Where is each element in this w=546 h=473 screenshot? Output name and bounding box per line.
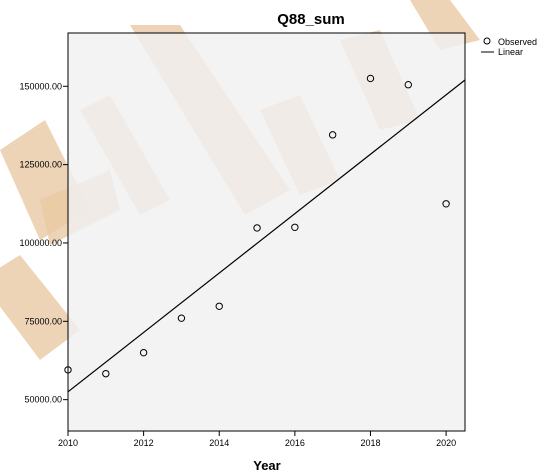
x-tick-label: 2018 bbox=[360, 438, 380, 448]
observed-point bbox=[442, 200, 450, 208]
x-tick-label: 2020 bbox=[436, 438, 456, 448]
series-layer bbox=[64, 74, 466, 393]
plot-area bbox=[67, 32, 466, 432]
y-tick-label: 50000.00 bbox=[24, 395, 62, 405]
x-tick-label: 2010 bbox=[58, 438, 78, 448]
legend-linear-label: Linear bbox=[498, 47, 523, 57]
observed-point bbox=[139, 348, 148, 357]
observed-point bbox=[177, 314, 186, 322]
observed-point bbox=[366, 74, 375, 83]
legend: Observed Linear bbox=[481, 37, 537, 57]
legend-observed-marker bbox=[483, 37, 491, 45]
observed-point bbox=[328, 131, 337, 139]
x-tick-label: 2012 bbox=[134, 438, 154, 448]
linear-fit-line bbox=[67, 79, 466, 393]
y-tick-label: 100000.00 bbox=[19, 238, 62, 248]
y-tick-label: 150000.00 bbox=[19, 81, 62, 91]
x-axis: 2010 2012 2014 2016 2018 2020 bbox=[58, 431, 456, 448]
observed-point bbox=[404, 81, 412, 89]
x-axis-title: Year bbox=[253, 458, 280, 473]
legend-observed-label: Observed bbox=[498, 37, 537, 47]
x-tick-label: 2016 bbox=[285, 438, 305, 448]
y-axis: 50000.00 75000.00 100000.00 125000.00 150000… bbox=[19, 81, 68, 405]
observed-point bbox=[64, 366, 72, 374]
x-tick-label: 2014 bbox=[209, 438, 229, 448]
observed-point bbox=[102, 369, 110, 378]
observed-point bbox=[291, 223, 299, 231]
y-tick-label: 75000.00 bbox=[24, 316, 62, 326]
observed-point bbox=[215, 302, 223, 310]
chart-title: Q88_sum bbox=[277, 11, 345, 28]
observed-point bbox=[253, 224, 261, 232]
y-tick-label: 125000.00 bbox=[19, 160, 62, 170]
